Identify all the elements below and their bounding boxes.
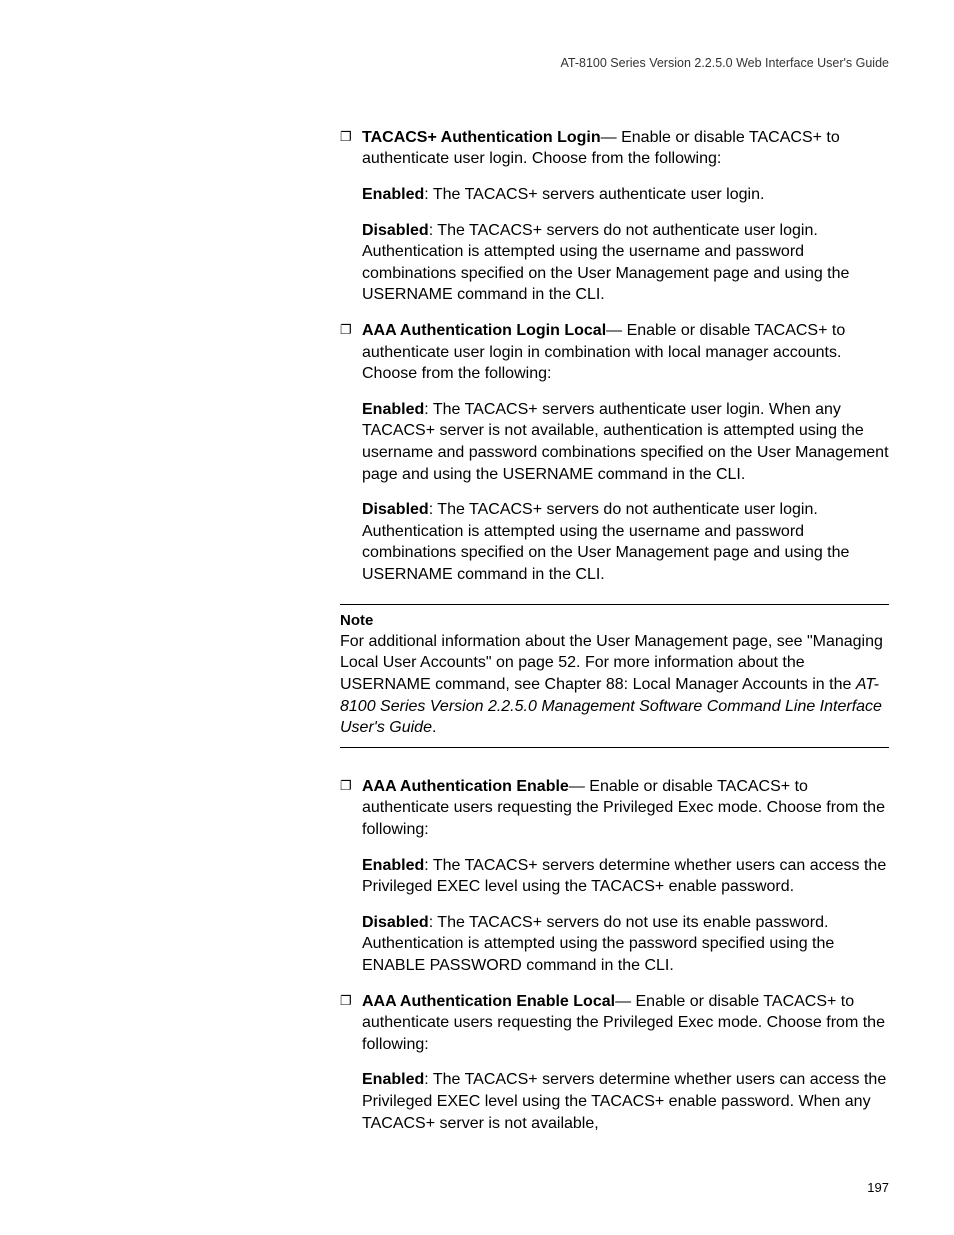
option-disabled: Disabled: The TACACS+ servers do not use…	[362, 912, 889, 977]
option-disabled: Disabled: The TACACS+ servers do not aut…	[362, 499, 889, 585]
bullet-aaa-auth-enable: AAA Authentication Enable— Enable or dis…	[340, 776, 889, 841]
option-label: Enabled	[362, 186, 424, 203]
bullet-aaa-auth-enable-local: AAA Authentication Enable Local— Enable …	[340, 991, 889, 1056]
note-body-post: .	[432, 719, 436, 736]
option-label: Enabled	[362, 401, 424, 418]
option-text: : The TACACS+ servers do not authenticat…	[362, 501, 849, 583]
note-box: Note For additional information about th…	[340, 604, 889, 748]
option-enabled: Enabled: The TACACS+ servers determine w…	[362, 1069, 889, 1134]
option-label: Disabled	[362, 914, 429, 931]
option-text: : The TACACS+ servers authenticate user …	[424, 186, 764, 203]
option-enabled: Enabled: The TACACS+ servers determine w…	[362, 855, 889, 898]
content-area: TACACS+ Authentication Login— Enable or …	[340, 127, 889, 1134]
bullet-aaa-auth-login-local: AAA Authentication Login Local— Enable o…	[340, 320, 889, 385]
note-label: Note	[340, 611, 889, 631]
option-text: : The TACACS+ servers do not authenticat…	[362, 222, 849, 304]
bullet-label: AAA Authentication Enable Local	[362, 993, 615, 1010]
page-number: 197	[867, 1179, 889, 1197]
option-enabled: Enabled: The TACACS+ servers authenticat…	[362, 399, 889, 485]
option-disabled: Disabled: The TACACS+ servers do not aut…	[362, 220, 889, 306]
note-body: For additional information about the Use…	[340, 631, 889, 739]
option-label: Enabled	[362, 1071, 424, 1088]
bullet-label: AAA Authentication Login Local	[362, 322, 606, 339]
option-label: Disabled	[362, 222, 429, 239]
bullet-label: AAA Authentication Enable	[362, 778, 569, 795]
running-head: AT-8100 Series Version 2.2.5.0 Web Inter…	[65, 55, 889, 72]
page: AT-8100 Series Version 2.2.5.0 Web Inter…	[0, 0, 954, 1235]
bullet-tacacs-auth-login: TACACS+ Authentication Login— Enable or …	[340, 127, 889, 170]
option-label: Enabled	[362, 857, 424, 874]
option-label: Disabled	[362, 501, 429, 518]
option-text: : The TACACS+ servers determine whether …	[362, 857, 886, 896]
note-body-pre: For additional information about the Use…	[340, 633, 883, 693]
option-text: : The TACACS+ servers determine whether …	[362, 1071, 886, 1131]
option-enabled: Enabled: The TACACS+ servers authenticat…	[362, 184, 889, 206]
option-text: : The TACACS+ servers do not use its ena…	[362, 914, 834, 974]
bullet-label: TACACS+ Authentication Login	[362, 129, 601, 146]
option-text: : The TACACS+ servers authenticate user …	[362, 401, 889, 483]
